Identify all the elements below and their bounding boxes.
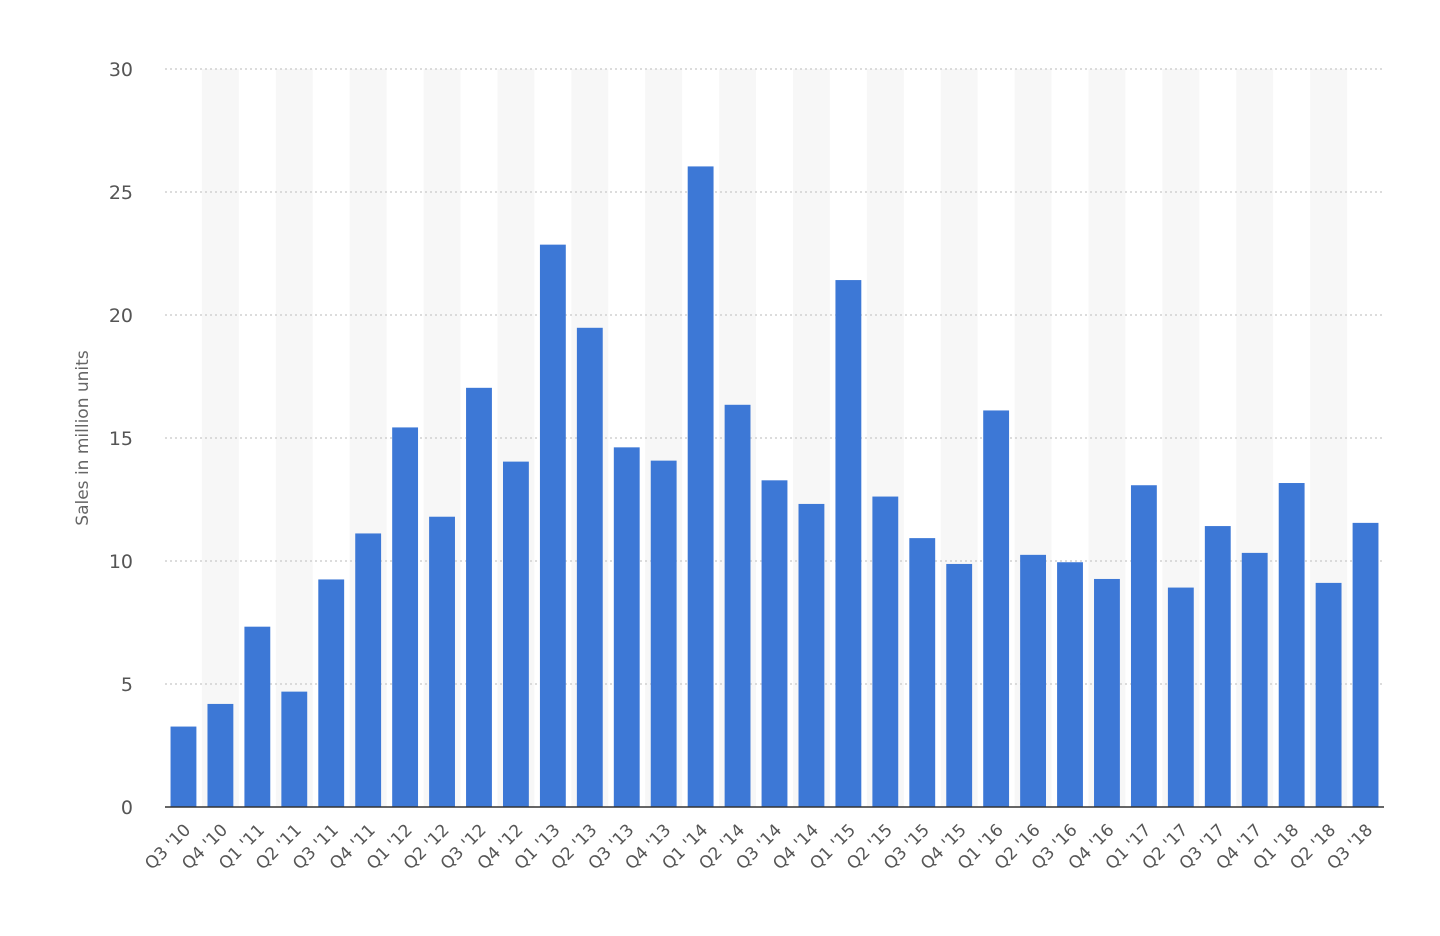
bar: [687, 166, 714, 807]
bars: [170, 166, 1379, 808]
y-tick-label: 20: [109, 305, 133, 327]
bar: [798, 503, 825, 807]
bar: [170, 726, 197, 807]
bar: [1352, 522, 1379, 807]
bar: [392, 427, 419, 807]
bar: [650, 460, 677, 807]
bar: [355, 533, 382, 807]
bar: [613, 447, 640, 807]
bar: [502, 461, 529, 807]
bar: [761, 480, 788, 807]
y-axis-title: Sales in million units: [73, 350, 93, 526]
y-tick-label: 10: [109, 551, 133, 573]
bar: [466, 387, 492, 807]
bar: [983, 410, 1010, 807]
bar: [872, 496, 899, 807]
y-axis-ticks: 0 5 10 15 20 25 30: [109, 59, 133, 819]
bar: [539, 244, 566, 808]
bar: [835, 280, 862, 807]
bar: [1130, 485, 1157, 807]
y-tick-label: 15: [109, 428, 133, 450]
bar: [1315, 582, 1342, 807]
y-tick-label: 30: [109, 59, 133, 81]
y-tick-label: 0: [121, 797, 133, 819]
bar: [1278, 483, 1305, 807]
y-tick-label: 25: [109, 182, 133, 204]
bar: [1094, 578, 1120, 807]
y-tick-label: 5: [121, 674, 133, 696]
bar: [207, 703, 234, 807]
bar: [1167, 587, 1194, 807]
bar: [318, 579, 345, 807]
bar: [281, 691, 308, 807]
bar: [946, 563, 973, 807]
bar: [429, 516, 455, 807]
bar: [1204, 526, 1231, 807]
bar: [1057, 562, 1083, 807]
bar: [1020, 554, 1047, 807]
bar: [909, 538, 936, 807]
bar: [724, 404, 751, 807]
bar: [1241, 552, 1268, 807]
bar: [244, 626, 271, 807]
bar: [576, 327, 603, 807]
